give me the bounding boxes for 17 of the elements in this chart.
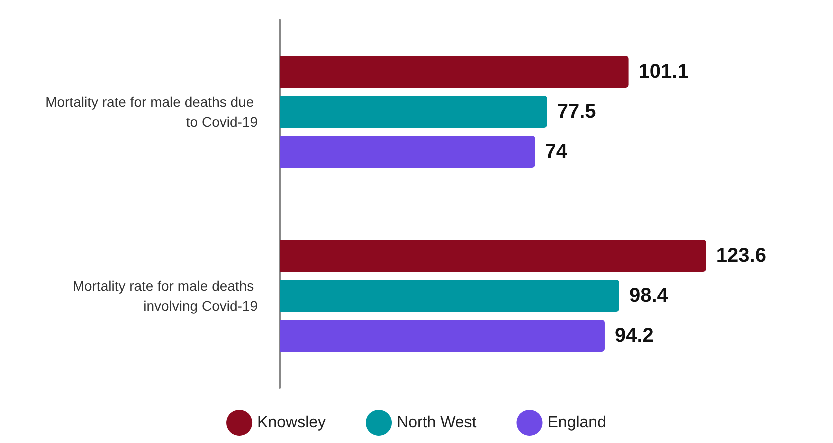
y-tick-label: Mortality rate for male deaths involving Covid-19 (72, 278, 258, 314)
data-label: 123.6 (716, 245, 766, 267)
bar (280, 96, 548, 128)
data-label: 94.2 (614, 325, 654, 347)
data-label: 98.4 (629, 285, 670, 307)
data-label: 101.1 (638, 61, 689, 83)
bar (280, 56, 629, 88)
data-label: 74 (545, 141, 568, 163)
bar (280, 136, 536, 168)
bar (280, 240, 706, 272)
data-label: 77.5 (557, 101, 596, 123)
legend-label: England (548, 414, 606, 432)
y-tick-label: Mortality rate for male deaths due to Covid-19 (46, 94, 258, 130)
legend-label: Knowsley (258, 414, 326, 432)
bar (280, 280, 620, 312)
bar (280, 320, 605, 352)
legend-label: North West (397, 414, 478, 432)
